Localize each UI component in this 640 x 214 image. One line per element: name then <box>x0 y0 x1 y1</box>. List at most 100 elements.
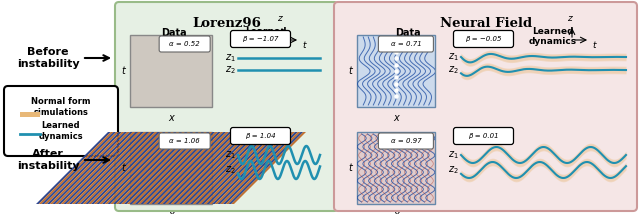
Polygon shape <box>110 132 185 204</box>
Polygon shape <box>198 132 273 204</box>
FancyBboxPatch shape <box>115 2 338 211</box>
Polygon shape <box>226 132 301 204</box>
Polygon shape <box>212 132 287 204</box>
Polygon shape <box>52 132 127 204</box>
Bar <box>130 35 212 107</box>
Text: Learned
dynamics: Learned dynamics <box>242 27 290 46</box>
Polygon shape <box>67 132 141 204</box>
Polygon shape <box>231 132 306 204</box>
Text: $z_1$: $z_1$ <box>225 149 236 161</box>
Text: $z_1$: $z_1$ <box>448 51 459 63</box>
Polygon shape <box>135 132 210 204</box>
Text: x: x <box>393 113 399 123</box>
Polygon shape <box>184 132 259 204</box>
Text: After
instability: After instability <box>17 149 79 171</box>
Polygon shape <box>146 132 221 204</box>
Polygon shape <box>74 132 149 204</box>
Polygon shape <box>116 132 191 204</box>
Text: α = 0.97: α = 0.97 <box>390 138 421 144</box>
Polygon shape <box>118 132 193 204</box>
Polygon shape <box>168 132 243 204</box>
Text: Lorenz96: Lorenz96 <box>193 17 261 30</box>
Text: t: t <box>121 163 125 173</box>
Polygon shape <box>163 132 237 204</box>
Text: Before
instability: Before instability <box>17 47 79 69</box>
Bar <box>357 35 435 107</box>
Polygon shape <box>97 132 172 204</box>
Polygon shape <box>113 132 188 204</box>
FancyBboxPatch shape <box>230 31 291 48</box>
Polygon shape <box>102 132 177 204</box>
Polygon shape <box>160 132 234 204</box>
Text: x: x <box>168 113 174 123</box>
Text: Learned
dynamics: Learned dynamics <box>38 121 83 141</box>
Polygon shape <box>91 132 166 204</box>
Text: Neural Field: Neural Field <box>440 17 532 30</box>
Polygon shape <box>93 132 168 204</box>
Polygon shape <box>179 132 253 204</box>
Text: x: x <box>168 210 174 214</box>
Polygon shape <box>228 132 303 204</box>
Text: t: t <box>121 66 125 76</box>
Polygon shape <box>223 132 298 204</box>
Polygon shape <box>99 132 174 204</box>
FancyBboxPatch shape <box>454 31 513 48</box>
Text: Learned
dynamics: Learned dynamics <box>529 27 577 46</box>
Text: β = 1.04: β = 1.04 <box>245 133 276 139</box>
Polygon shape <box>105 132 179 204</box>
Text: α = 0.71: α = 0.71 <box>390 41 421 47</box>
Text: z: z <box>566 14 572 23</box>
Text: $z_1$: $z_1$ <box>448 149 459 161</box>
FancyBboxPatch shape <box>378 36 433 52</box>
Polygon shape <box>154 132 229 204</box>
Polygon shape <box>152 132 227 204</box>
FancyBboxPatch shape <box>159 133 210 149</box>
Bar <box>357 132 435 204</box>
Polygon shape <box>138 132 212 204</box>
Polygon shape <box>157 132 232 204</box>
Polygon shape <box>42 132 116 204</box>
Polygon shape <box>83 132 157 204</box>
FancyArrow shape <box>20 111 40 116</box>
Polygon shape <box>47 132 122 204</box>
Polygon shape <box>129 132 204 204</box>
Text: $z_2$: $z_2$ <box>448 164 459 176</box>
Text: $z_1$: $z_1$ <box>225 52 236 64</box>
Bar <box>130 132 212 204</box>
Polygon shape <box>204 132 278 204</box>
Polygon shape <box>176 132 251 204</box>
Text: t: t <box>302 41 305 50</box>
Text: t: t <box>348 66 352 76</box>
Text: t: t <box>348 163 352 173</box>
Polygon shape <box>171 132 246 204</box>
Text: $z_2$: $z_2$ <box>225 164 236 176</box>
Polygon shape <box>218 132 292 204</box>
Polygon shape <box>141 132 215 204</box>
FancyBboxPatch shape <box>4 86 118 156</box>
Polygon shape <box>190 132 265 204</box>
Text: t: t <box>592 41 595 50</box>
Polygon shape <box>148 132 223 204</box>
Polygon shape <box>207 132 281 204</box>
FancyBboxPatch shape <box>334 2 637 211</box>
Polygon shape <box>193 132 268 204</box>
Polygon shape <box>50 132 125 204</box>
Polygon shape <box>173 132 248 204</box>
Polygon shape <box>188 132 262 204</box>
Text: $z_2$: $z_2$ <box>448 64 459 76</box>
Text: β = −1.07: β = −1.07 <box>243 36 279 42</box>
Polygon shape <box>44 132 119 204</box>
Text: $z_2$: $z_2$ <box>225 64 236 76</box>
Text: β = 0.01: β = 0.01 <box>468 133 499 139</box>
Polygon shape <box>165 132 240 204</box>
Polygon shape <box>220 132 295 204</box>
Polygon shape <box>209 132 284 204</box>
Text: Normal form
simulations: Normal form simulations <box>31 97 91 117</box>
Polygon shape <box>61 132 136 204</box>
Text: α = 0.52: α = 0.52 <box>170 41 200 47</box>
Polygon shape <box>132 132 207 204</box>
Polygon shape <box>88 132 163 204</box>
Polygon shape <box>69 132 144 204</box>
Polygon shape <box>72 132 147 204</box>
Polygon shape <box>36 132 111 204</box>
